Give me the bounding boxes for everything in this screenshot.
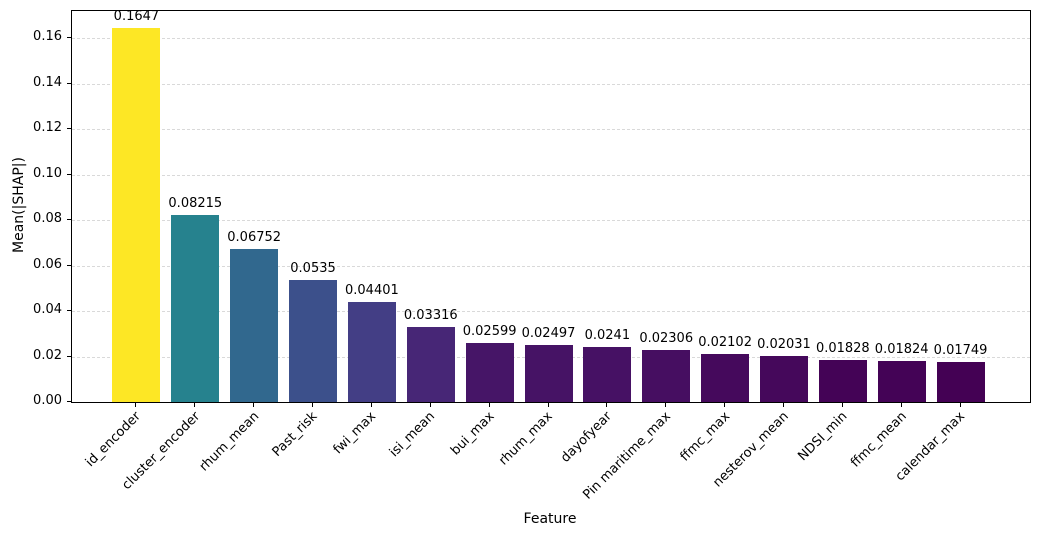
bar-cluster_encoder — [171, 215, 220, 402]
bar-value-label: 0.0535 — [290, 261, 336, 277]
gridline — [72, 174, 1030, 176]
x-tick-mark — [782, 403, 784, 407]
bar-value-label: 0.01828 — [815, 341, 870, 357]
bar-dayofyear — [583, 347, 632, 402]
gridline — [72, 83, 1030, 85]
bar-value-label: 0.01824 — [874, 341, 929, 357]
y-tick-mark — [67, 355, 71, 357]
y-tick-label: 0.14 — [33, 74, 62, 90]
y-tick-label: 0.00 — [33, 393, 62, 408]
bar-value-label: 0.08215 — [168, 196, 223, 212]
gridline — [72, 265, 1030, 267]
x-tick-mark — [665, 403, 667, 407]
y-tick-mark — [67, 37, 71, 39]
bar-isi_mean — [406, 326, 455, 402]
x-tick-label: isi_mean — [387, 409, 439, 461]
x-tick-mark — [724, 403, 726, 407]
x-tick-mark — [135, 403, 137, 407]
y-tick-label: 0.12 — [33, 120, 62, 136]
x-tick-mark — [370, 403, 372, 407]
bar-value-label: 0.03316 — [403, 307, 458, 323]
y-tick-label: 0.06 — [33, 256, 62, 272]
bar-calendar_max — [936, 362, 985, 402]
bar-fwi_max — [347, 301, 396, 402]
y-tick-label: 0.10 — [33, 165, 62, 181]
x-tick-label: ffmc_max — [677, 409, 733, 465]
bar-ffmc_max — [701, 354, 750, 402]
x-tick-mark — [312, 403, 314, 407]
gridline — [72, 311, 1030, 313]
bar-value-label: 0.02031 — [757, 336, 811, 352]
bar-value-label: 0.1647 — [113, 8, 160, 24]
x-tick-mark — [194, 403, 196, 407]
bar-rhum_max — [524, 345, 573, 402]
bar-value-label: 0.01749 — [933, 343, 988, 359]
x-tick-mark — [547, 403, 549, 407]
y-axis-title: Mean(|SHAP|) — [11, 157, 27, 253]
y-tick-mark — [67, 82, 71, 84]
gridline — [72, 129, 1030, 131]
x-tick-label: dayofyear — [558, 409, 615, 466]
y-tick-mark — [67, 173, 71, 175]
x-tick-label: id_encoder — [83, 409, 145, 471]
y-tick-mark — [67, 401, 71, 402]
bar-value-label: 0.06752 — [227, 229, 282, 245]
bar-nesterov_mean — [759, 355, 808, 402]
x-tick-label: Past_risk — [269, 409, 321, 460]
x-tick-mark — [253, 403, 255, 407]
x-tick-mark — [841, 403, 843, 407]
plot-area: 0.1647 0.08215 0.06752 0.0535 0.04401 0.03316… — [71, 8, 1031, 403]
bar-Past_risk — [289, 280, 338, 402]
y-tick-mark — [67, 310, 71, 312]
x-tick-label: fwi_max — [331, 409, 380, 458]
gridline — [72, 220, 1030, 222]
x-tick-label: rhum_max — [496, 409, 557, 469]
bar-id_encoder — [112, 27, 161, 402]
x-tick-mark — [488, 403, 490, 407]
y-tick-mark — [67, 128, 71, 130]
x-tick-label: ffmc_mean — [847, 409, 910, 471]
y-tick-label: 0.02 — [33, 347, 62, 363]
bar-NDSI_min — [818, 360, 867, 402]
x-tick-label: bui_max — [447, 409, 498, 459]
x-tick-mark — [900, 403, 902, 407]
bar-value-label: 0.02497 — [521, 326, 576, 342]
x-axis-title: Feature — [523, 511, 577, 527]
y-tick-label: 0.16 — [33, 29, 62, 45]
bar-value-label: 0.0241 — [584, 328, 631, 344]
gridline — [72, 38, 1030, 40]
y-tick-mark — [67, 219, 71, 221]
bar-bui_max — [465, 342, 514, 402]
x-tick-label: NDSI_min — [795, 409, 851, 465]
bar-value-label: 0.04401 — [345, 282, 399, 298]
bar-rhum_mean — [230, 248, 279, 402]
x-tick-mark — [959, 403, 961, 407]
x-tick-mark — [429, 403, 431, 407]
bar-Pin maritime_max — [642, 349, 691, 402]
y-tick-mark — [67, 264, 71, 266]
x-tick-mark — [606, 403, 608, 407]
bar-ffmc_mean — [877, 360, 926, 402]
bar-value-label: 0.02306 — [639, 330, 694, 346]
bar-value-label: 0.02599 — [462, 323, 517, 339]
y-tick-label: 0.04 — [33, 302, 62, 318]
x-tick-label: rhum_mean — [196, 409, 262, 475]
bar-value-label: 0.02102 — [698, 335, 752, 351]
y-tick-label: 0.08 — [33, 211, 62, 227]
